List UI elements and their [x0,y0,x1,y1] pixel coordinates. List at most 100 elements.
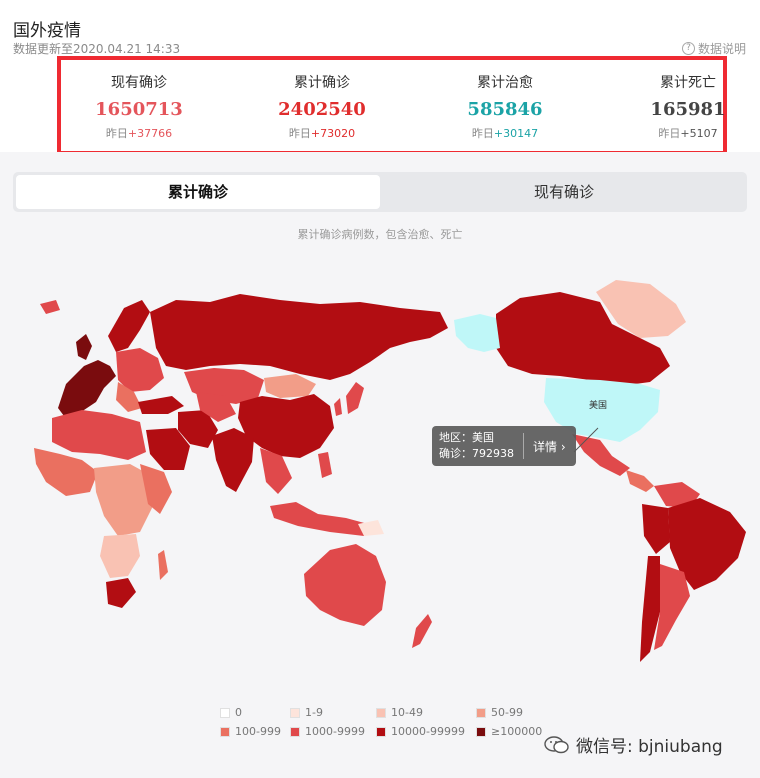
legend-item-4[interactable]: 100-999 [220,725,281,738]
legend-label: 1-9 [305,706,323,719]
legend-item-7[interactable]: ≥100000 [476,725,542,738]
legend-swatch [290,707,300,718]
country-china[interactable] [238,394,334,458]
country-turkey[interactable] [138,396,184,414]
data-explain-link[interactable]: ? 数据说明 [681,40,746,57]
legend-item-3[interactable]: 50-99 [476,706,523,719]
page-title: 国外疫情 [13,21,81,41]
stat-total-deaths: 累计死亡 165981 昨日+5107 [618,72,758,141]
legend-item-5[interactable]: 1000-9999 [290,725,365,738]
country-balkans[interactable] [116,382,142,412]
stat-value: 1650713 [95,99,183,120]
map-caption: 累计确诊病例数，包含治愈、死亡 [297,228,463,241]
country-mexico[interactable] [572,434,630,476]
tooltip-text: 地区：美国 确诊：792938 [439,430,514,462]
tooltip-region: 地区：美国 [439,431,494,444]
stat-total-confirmed: 累计确诊 2402540 昨日+73020 [252,72,392,141]
legend-label: 10-49 [391,706,423,719]
question-icon: ? [681,42,695,55]
country-venezuela[interactable] [654,482,700,508]
stat-value: 165981 [650,99,726,120]
tab-total-confirmed[interactable]: 累计确诊 [16,175,380,209]
map-section: 美国 累计确诊 现有确诊 累计确诊病例数，包含治愈、死亡 地区：美国 确诊：79… [0,152,760,778]
tooltip-divider [523,433,524,459]
country-iceland[interactable] [40,300,60,314]
tab-bar: 累计确诊 现有确诊 [13,172,747,212]
update-time: 数据更新至2020.04.21 14:33 [13,42,181,56]
country-australia[interactable] [304,544,386,626]
country-mongolia[interactable] [264,374,316,398]
country-papua[interactable] [358,520,384,536]
country-japan[interactable] [346,382,364,414]
country-iran[interactable] [178,410,218,448]
country-south-africa[interactable] [106,578,136,608]
header: 国外疫情 数据更新至2020.04.21 14:33 ? 数据说明 现有确诊 1… [0,0,760,155]
watermark-text: 微信号: bjniubang [576,737,723,757]
country-eastern-europe[interactable] [116,348,164,392]
country-western-europe[interactable] [58,360,116,416]
country-scandinavia[interactable] [108,300,150,352]
country-new-zealand[interactable] [412,614,432,648]
country-saudi[interactable] [146,428,190,470]
legend-swatch [476,707,486,718]
country-alaska[interactable] [454,314,500,352]
country-india[interactable] [212,428,254,492]
country-north-africa[interactable] [52,410,146,460]
stat-label: 累计死亡 [660,75,716,91]
legend-item-6[interactable]: 10000-99999 [376,725,465,738]
legend-item-0[interactable]: 0 [220,706,242,719]
stat-total-cured: 累计治愈 585846 昨日+30147 [435,72,575,141]
stat-label: 累计治愈 [477,75,533,91]
country-madagascar[interactable] [158,550,168,580]
stat-value: 2402540 [278,99,366,120]
country-southern-africa[interactable] [100,534,140,578]
legend-label: ≥100000 [491,725,543,738]
stats-summary: 现有确诊 1650713 昨日+37766 累计确诊 2402540 昨日+73… [57,56,727,155]
legend-swatch [220,707,230,718]
legend-label: 0 [235,706,242,719]
country-central-asia[interactable] [196,392,236,422]
legend-swatch [476,726,486,737]
country-uk[interactable] [76,334,92,360]
country-greenland[interactable] [596,280,686,338]
country-philippines[interactable] [318,452,332,478]
country-russia[interactable] [150,294,448,380]
legend-swatch [376,726,386,737]
watermark: 微信号: bjniubang [544,732,723,757]
country-canada[interactable] [496,292,670,386]
data-explain-label: 数据说明 [697,42,746,56]
country-chile[interactable] [640,556,660,662]
legend-swatch [376,707,386,718]
country-argentina[interactable] [654,564,690,650]
stat-delta: 昨日+5107 [658,127,718,140]
country-se-asia[interactable] [260,448,292,494]
country-west-africa[interactable] [34,448,98,496]
stat-delta: 昨日+30147 [471,127,539,140]
legend-item-2[interactable]: 10-49 [376,706,423,719]
country-indonesia[interactable] [270,502,368,536]
tooltip-detail-link[interactable]: 详情 › [533,440,566,454]
tab-current-confirmed[interactable]: 现有确诊 [533,183,594,201]
map-legend: 0 1-9 10-49 50-99 100-999 1000-9999 [220,706,550,744]
legend-row-1: 0 1-9 10-49 50-99 [220,706,550,725]
country-east-africa[interactable] [140,464,172,514]
stat-value: 585846 [467,99,543,120]
legend-label: 1000-9999 [305,725,365,738]
legend-swatch [220,726,230,737]
country-brazil[interactable] [668,498,746,590]
wechat-icon [544,735,569,753]
legend-label: 50-99 [491,706,523,719]
stat-label: 现有确诊 [111,75,167,91]
legend-item-1[interactable]: 1-9 [290,706,323,719]
legend-swatch [290,726,300,737]
legend-label: 10000-99999 [391,725,465,738]
legend-row-2: 100-999 1000-9999 10000-99999 ≥100000 [220,725,550,744]
world-map[interactable]: 美国 [0,152,760,778]
map-tooltip: 地区：美国 确诊：792938 详情 › [432,426,576,466]
tooltip-pointer [573,427,599,453]
stat-label: 累计确诊 [294,75,350,91]
country-central-africa[interactable] [94,464,152,536]
country-korea[interactable] [334,398,342,416]
country-peru[interactable] [642,504,670,554]
country-central-america[interactable] [626,470,654,492]
